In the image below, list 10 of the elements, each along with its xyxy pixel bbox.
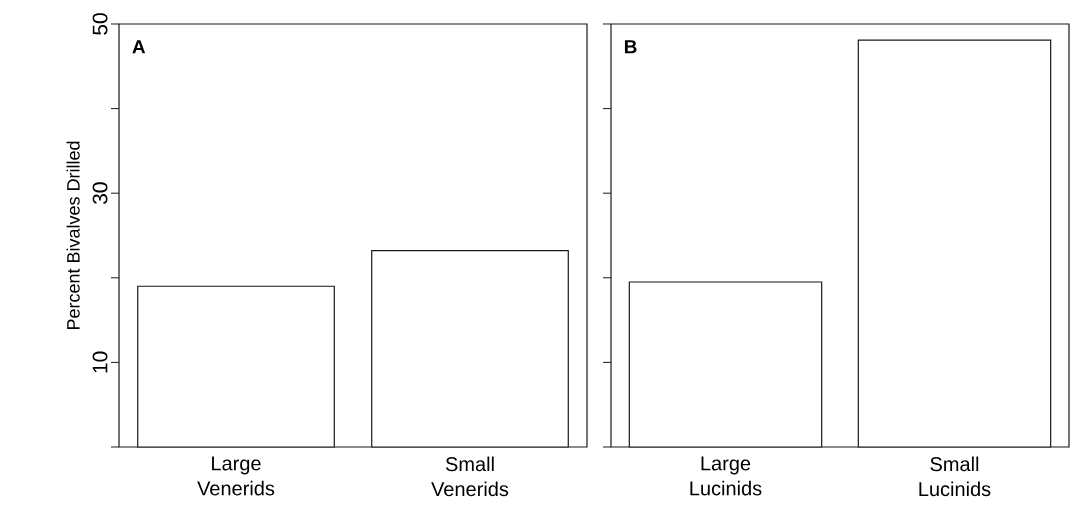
text: B bbox=[624, 40, 637, 54]
x-tick-label: Large Lucinids bbox=[690, 456, 762, 496]
y-axis-title: Percent Bivalves Drilled bbox=[66, 141, 80, 330]
x-tick-label: Small Venerids bbox=[431, 456, 509, 497]
x-tick-label: Large Venerids bbox=[197, 456, 275, 496]
text: A bbox=[132, 40, 146, 54]
y-tick-label: 30 bbox=[92, 182, 108, 205]
y-tick-label: 50 bbox=[92, 13, 108, 35]
x-tick-label: Small Lucinids bbox=[919, 456, 991, 497]
y-tick-label: 10 bbox=[92, 351, 108, 373]
